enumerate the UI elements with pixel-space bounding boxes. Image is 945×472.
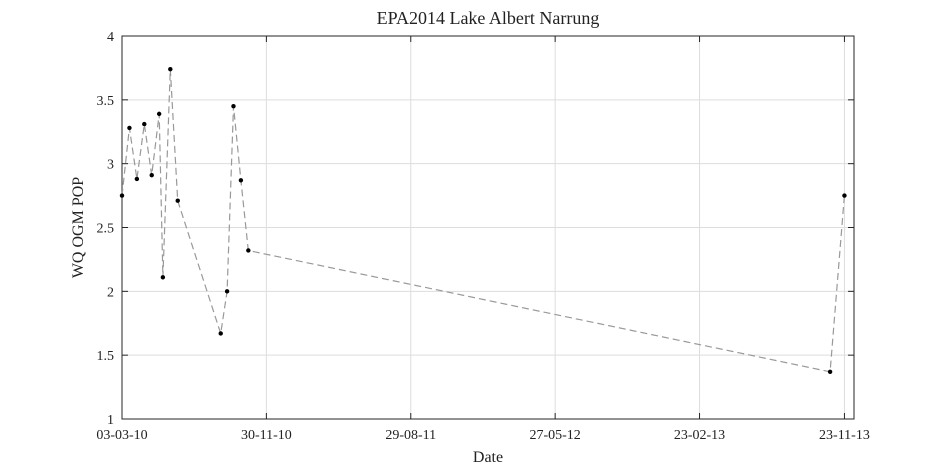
x-axis: 03-03-10 30-11-10 29-08-11 27-05-12 23-02-13… [96, 36, 870, 443]
data-point [231, 104, 236, 109]
y-tick-label: 2.5 [97, 222, 115, 237]
data-point [134, 176, 140, 182]
data-point [127, 125, 132, 131]
series-layer [119, 66, 847, 374]
data-point [168, 66, 173, 72]
data-point [156, 111, 162, 117]
data-point [218, 331, 223, 336]
x-tick-label: 27-05-12 [529, 428, 580, 443]
y-tick-label: 1.5 [97, 349, 115, 364]
data-point [160, 275, 166, 280]
data-point [142, 121, 147, 127]
data-point [175, 198, 180, 203]
data-point [827, 369, 833, 374]
data-point [238, 178, 244, 183]
x-tick-label: 03-03-10 [96, 428, 147, 443]
y-axis-label: WQ OGM POP [70, 177, 87, 278]
y-tick-label: 3 [107, 158, 114, 173]
chart-title: EPA2014 Lake Albert Narrung [377, 8, 600, 28]
x-tick-label: 23-11-13 [819, 428, 870, 443]
x-tick-label: 30-11-10 [241, 428, 292, 443]
data-point [246, 248, 251, 253]
x-tick-label: 23-02-13 [674, 428, 725, 443]
y-tick-label: 1 [107, 413, 114, 428]
x-tick-label: 29-08-11 [385, 428, 436, 443]
data-point [842, 193, 847, 198]
x-axis-label: Date [473, 449, 503, 466]
y-tick-label: 2 [107, 285, 114, 300]
data-point [119, 193, 125, 198]
data-point [224, 289, 230, 294]
grid-lines [121, 35, 854, 420]
y-axis: 1 1.5 2 2.5 3 3.5 4 [97, 30, 854, 428]
data-point [149, 172, 154, 178]
y-tick-label: 4 [107, 30, 114, 45]
y-tick-label: 3.5 [97, 94, 115, 109]
series-line [121, 69, 845, 373]
